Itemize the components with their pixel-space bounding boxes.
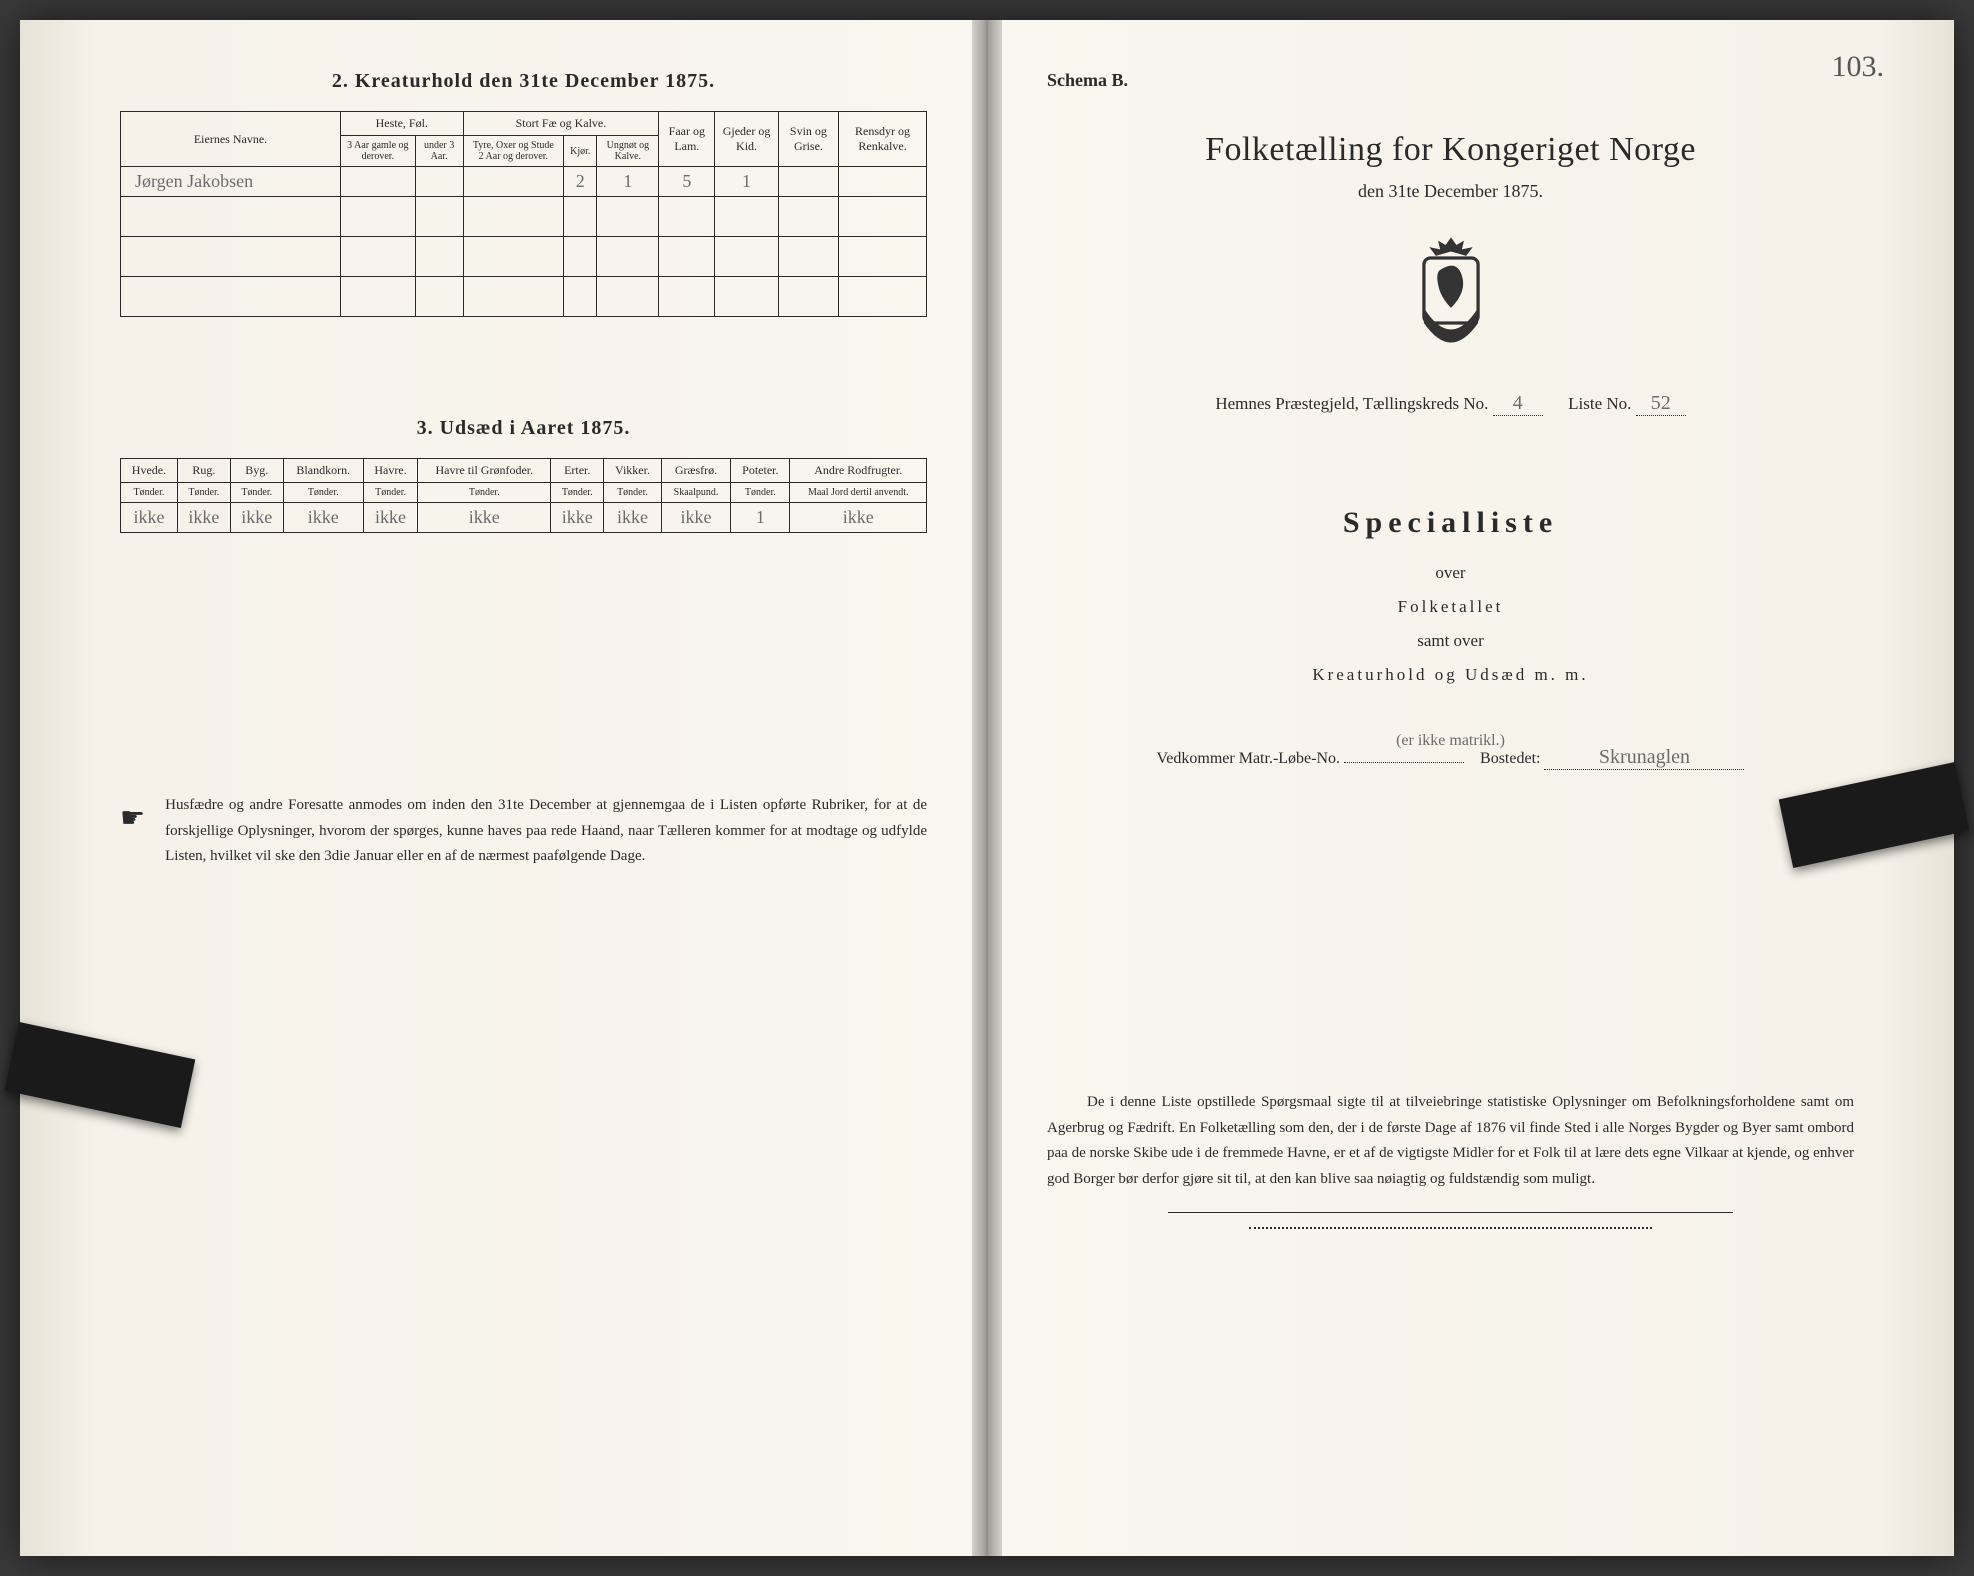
cell: ikke	[230, 503, 283, 533]
stack-line: Kreaturhold og Udsæd m. m.	[1047, 658, 1854, 692]
kreaturhold-table: Eiernes Navne. Heste, Føl. Stort Fæ og K…	[120, 111, 927, 317]
col-svin: Svin og Grise.	[778, 112, 838, 167]
cell: 1	[731, 503, 790, 533]
divider	[1168, 1212, 1733, 1213]
group-heste: Heste, Føl.	[341, 112, 464, 136]
col-stort-c: Ungnøt og Kalve.	[597, 136, 659, 167]
cell: ikke	[121, 503, 178, 533]
right-page: 103. Schema B. Folketælling for Kongerig…	[987, 20, 1954, 1556]
col: Græsfrø.	[661, 459, 730, 483]
cell: ikke	[363, 503, 417, 533]
unit: Tønder.	[283, 483, 363, 503]
col: Poteter.	[731, 459, 790, 483]
unit: Tønder.	[230, 483, 283, 503]
col: Blandkorn.	[283, 459, 363, 483]
unit: Tønder.	[731, 483, 790, 503]
unit: Maal Jord dertil anvendt.	[790, 483, 927, 503]
bosted-label: Bostedet:	[1480, 750, 1540, 767]
parish-prefix: Hemnes Præstegjeld, Tællingskreds No.	[1215, 394, 1488, 413]
parish-line: Hemnes Præstegjeld, Tællingskreds No. 4 …	[1047, 392, 1854, 416]
udsaed-table: Hvede. Rug. Byg. Blandkorn. Havre. Havre…	[120, 458, 927, 533]
cell: ikke	[418, 503, 551, 533]
table2-title: 2. Kreaturhold den 31te December 1875.	[120, 70, 927, 93]
page-number: 103.	[1832, 50, 1885, 84]
cell: 2	[564, 167, 597, 197]
cell: ikke	[551, 503, 604, 533]
col-heste-b: under 3 Aar.	[415, 136, 463, 167]
col: Havre til Grønfoder.	[418, 459, 551, 483]
col-stort-a: Tyre, Oxer og Stude 2 Aar og derover.	[463, 136, 564, 167]
dotted-divider	[1249, 1227, 1653, 1229]
schema-label: Schema B.	[1047, 70, 1854, 91]
right-footnote: De i denne Liste opstillede Spørgsmaal s…	[1047, 1090, 1854, 1192]
col-owner: Eiernes Navne.	[121, 112, 341, 167]
pointing-hand-icon: ☛	[120, 795, 145, 870]
unit: Skaalpund.	[661, 483, 730, 503]
table-row	[121, 277, 927, 317]
coat-of-arms-icon	[1396, 232, 1506, 362]
col-gjeder: Gjeder og Kid.	[715, 112, 779, 167]
cell: 1	[597, 167, 659, 197]
col: Havre.	[363, 459, 417, 483]
cell: 5	[659, 167, 715, 197]
table-row	[121, 237, 927, 277]
col-faar: Faar og Lam.	[659, 112, 715, 167]
left-footnote: ☛ Husfædre og andre Foresatte anmodes om…	[120, 793, 927, 870]
cell: ikke	[604, 503, 662, 533]
col: Andre Rodfrugter.	[790, 459, 927, 483]
matr-value	[1344, 762, 1464, 763]
col-stort-b: Kjør.	[564, 136, 597, 167]
matr-label: Vedkommer Matr.-Løbe-No.	[1157, 750, 1341, 767]
stack-line: samt over	[1047, 624, 1854, 658]
stack-line: Folketallet	[1047, 590, 1854, 624]
col: Rug.	[177, 459, 230, 483]
unit: Tønder.	[418, 483, 551, 503]
col: Vikker.	[604, 459, 662, 483]
cell: 1	[715, 167, 779, 197]
col: Byg.	[230, 459, 283, 483]
subtitle-stack: over Folketallet samt over Kreaturhold o…	[1047, 556, 1854, 692]
liste-no: 52	[1636, 392, 1686, 416]
table-row: Jørgen Jakobsen 2 1 5 1	[121, 167, 927, 197]
liste-label: Liste No.	[1568, 394, 1631, 413]
cell: ikke	[661, 503, 730, 533]
cell: ikke	[790, 503, 927, 533]
specialliste-heading: Specialliste	[1047, 506, 1854, 540]
table3-title: 3. Udsæd i Aaret 1875.	[120, 417, 927, 440]
col-rensdyr: Rensdyr og Renkalve.	[839, 112, 927, 167]
unit: Tønder.	[604, 483, 662, 503]
unit: Tønder.	[177, 483, 230, 503]
col-heste-a: 3 Aar gamle og derover.	[341, 136, 416, 167]
col: Erter.	[551, 459, 604, 483]
matrikkel-line: (er ikke matrikl.) Vedkommer Matr.-Løbe-…	[1047, 732, 1854, 770]
owner-name: Jørgen Jakobsen	[121, 167, 341, 197]
footnote-text: Husfædre og andre Foresatte anmodes om i…	[165, 793, 927, 870]
table-row: ikke ikke ikke ikke ikke ikke ikke ikke …	[121, 503, 927, 533]
book-spread: 2. Kreaturhold den 31te December 1875. E…	[20, 20, 1954, 1556]
unit: Tønder.	[121, 483, 178, 503]
census-title: Folketælling for Kongeriget Norge	[1047, 131, 1854, 169]
group-stort: Stort Fæ og Kalve.	[463, 112, 659, 136]
kreds-no: 4	[1493, 392, 1543, 416]
stack-line: over	[1047, 556, 1854, 590]
cell: ikke	[177, 503, 230, 533]
census-subtitle: den 31te December 1875.	[1047, 181, 1854, 202]
unit: Tønder.	[363, 483, 417, 503]
col: Hvede.	[121, 459, 178, 483]
left-page: 2. Kreaturhold den 31te December 1875. E…	[20, 20, 987, 1556]
table-row	[121, 197, 927, 237]
bosted-value: Skrunaglen	[1544, 746, 1744, 770]
unit: Tønder.	[551, 483, 604, 503]
cell: ikke	[283, 503, 363, 533]
